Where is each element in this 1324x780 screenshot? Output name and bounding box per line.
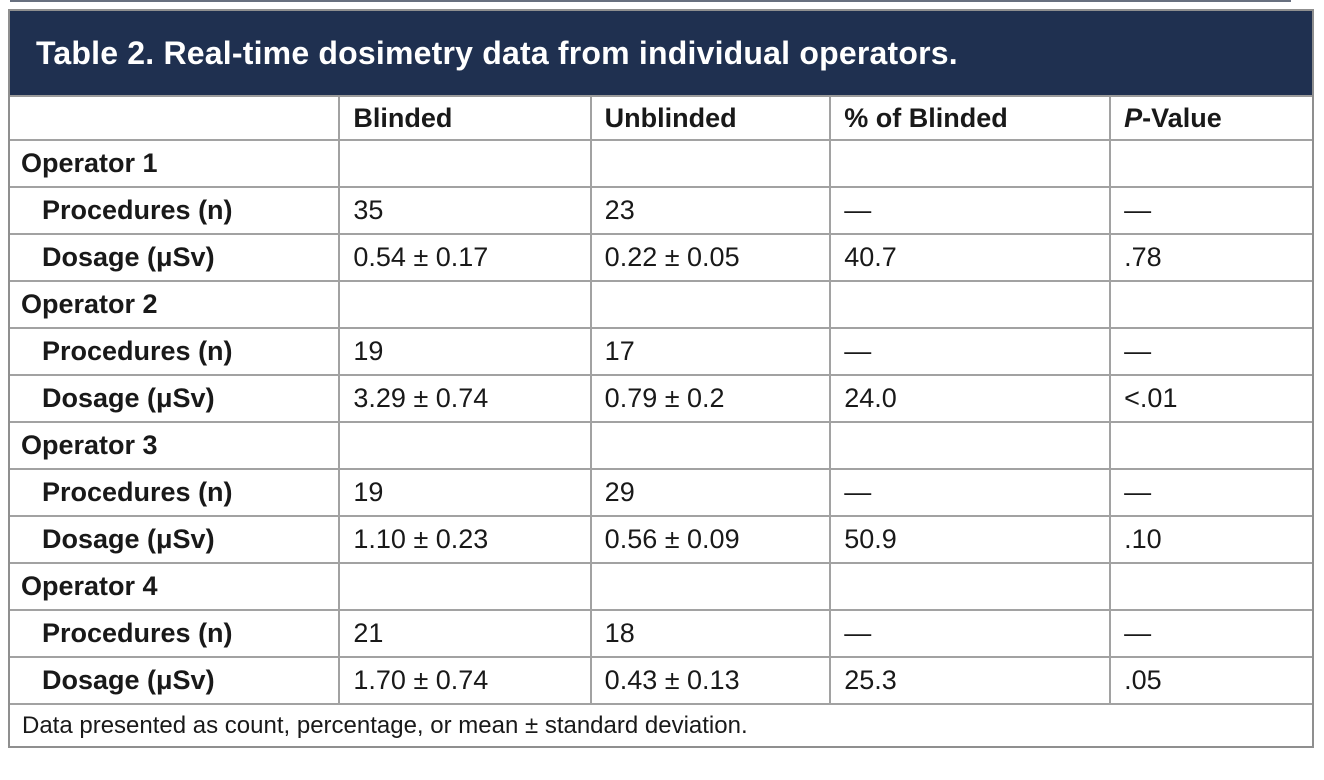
cell-blinded: 1.10 ± 0.23 [338,515,592,564]
cell-pct-of-blinded: 25.3 [829,656,1112,705]
cell-label: Dosage (μSv) [10,233,341,282]
cell-unblinded: 0.56 ± 0.09 [589,515,832,564]
row-operator-4: Operator 4 [10,562,1312,611]
row-operator-3-procedures: Procedures (n) 19 29 — — [10,468,1312,517]
cell-p-value [1109,562,1312,611]
p-value-rest: -Value [1142,102,1222,133]
footnote-row: Data presented as count, percentage, or … [10,703,1312,746]
cell-label: Operator 2 [10,280,341,329]
cell-p-value: <.01 [1109,374,1312,423]
header-cell-unblinded: Unblinded [589,97,832,141]
cell-unblinded [589,139,832,188]
cell-pct-of-blinded: — [829,609,1112,658]
cell-unblinded: 23 [589,186,832,235]
cell-pct-of-blinded [829,280,1112,329]
cell-p-value [1109,280,1312,329]
cell-pct-of-blinded [829,139,1112,188]
cell-pct-of-blinded: 50.9 [829,515,1112,564]
row-operator-1-procedures: Procedures (n) 35 23 — — [10,186,1312,235]
cell-label: Dosage (μSv) [10,374,341,423]
table-footnote: Data presented as count, percentage, or … [10,703,1312,746]
cell-label: Procedures (n) [10,609,341,658]
cell-label: Dosage (μSv) [10,656,341,705]
cell-blinded: 0.54 ± 0.17 [338,233,592,282]
cell-label: Procedures (n) [10,327,341,376]
cell-blinded: 19 [338,327,592,376]
cell-pct-of-blinded: 40.7 [829,233,1112,282]
cell-pct-of-blinded: — [829,186,1112,235]
row-operator-2-dosage: Dosage (μSv) 3.29 ± 0.74 0.79 ± 0.2 24.0… [10,374,1312,423]
cell-label: Operator 1 [10,139,341,188]
header-cell-p-value: P-Value [1109,97,1312,141]
p-value-italic-p: P [1124,102,1143,133]
cell-label: Operator 4 [10,562,341,611]
header-cell-pct-of-blinded: % of Blinded [829,97,1112,141]
row-operator-4-dosage: Dosage (μSv) 1.70 ± 0.74 0.43 ± 0.13 25.… [10,656,1312,705]
cell-unblinded [589,421,832,470]
cell-p-value: .78 [1109,233,1312,282]
row-operator-1-dosage: Dosage (μSv) 0.54 ± 0.17 0.22 ± 0.05 40.… [10,233,1312,282]
cell-unblinded: 0.43 ± 0.13 [589,656,832,705]
header-cell-blinded: Blinded [338,97,592,141]
cell-p-value [1109,421,1312,470]
cell-p-value: — [1109,609,1312,658]
cropped-top-edge-line [10,0,1291,2]
table-title-bar: Table 2. Real-time dosimetry data from i… [10,11,1312,97]
cell-p-value: — [1109,186,1312,235]
cell-unblinded: 0.79 ± 0.2 [589,374,832,423]
cell-label: Procedures (n) [10,186,341,235]
cell-pct-of-blinded: — [829,327,1112,376]
cell-p-value: — [1109,468,1312,517]
cell-p-value: .05 [1109,656,1312,705]
row-operator-3: Operator 3 [10,421,1312,470]
cell-label: Operator 3 [10,421,341,470]
cell-unblinded [589,280,832,329]
cell-p-value [1109,139,1312,188]
row-operator-1: Operator 1 [10,139,1312,188]
table-2-container: Table 2. Real-time dosimetry data from i… [8,9,1314,748]
cell-pct-of-blinded: 24.0 [829,374,1112,423]
table-title: Table 2. Real-time dosimetry data from i… [36,34,958,71]
row-operator-3-dosage: Dosage (μSv) 1.10 ± 0.23 0.56 ± 0.09 50.… [10,515,1312,564]
header-row: Blinded Unblinded % of Blinded P-Value [10,97,1312,141]
cell-p-value: .10 [1109,515,1312,564]
cell-blinded: 21 [338,609,592,658]
cell-pct-of-blinded [829,562,1112,611]
cell-label: Dosage (μSv) [10,515,341,564]
cell-blinded [338,562,592,611]
cell-pct-of-blinded [829,421,1112,470]
header-cell-empty [10,97,341,141]
cell-blinded: 1.70 ± 0.74 [338,656,592,705]
cell-blinded [338,280,592,329]
cell-unblinded: 17 [589,327,832,376]
cell-label: Procedures (n) [10,468,341,517]
dosimetry-table: Blinded Unblinded % of Blinded P-Value O… [10,97,1312,746]
row-operator-4-procedures: Procedures (n) 21 18 — — [10,609,1312,658]
cell-unblinded: 0.22 ± 0.05 [589,233,832,282]
row-operator-2: Operator 2 [10,280,1312,329]
cell-pct-of-blinded: — [829,468,1112,517]
cell-blinded: 19 [338,468,592,517]
cell-unblinded: 18 [589,609,832,658]
cell-blinded [338,421,592,470]
row-operator-2-procedures: Procedures (n) 19 17 — — [10,327,1312,376]
cell-blinded [338,139,592,188]
cell-unblinded [589,562,832,611]
cell-p-value: — [1109,327,1312,376]
cell-blinded: 3.29 ± 0.74 [338,374,592,423]
cell-blinded: 35 [338,186,592,235]
cell-unblinded: 29 [589,468,832,517]
